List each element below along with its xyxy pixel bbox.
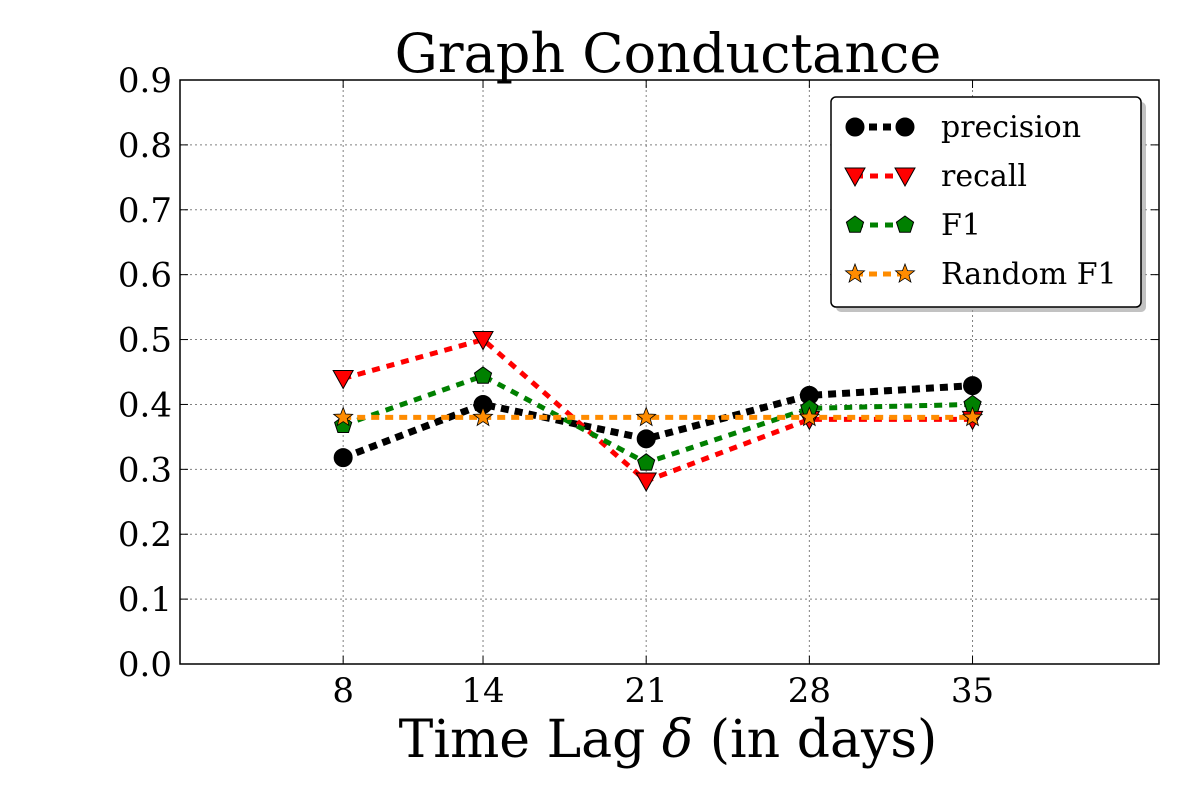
x-tick-label: 28 — [788, 671, 831, 711]
x-tick-label: 21 — [625, 671, 668, 711]
data-point — [473, 366, 493, 384]
y-tick-label: 0.5 — [118, 321, 172, 361]
x-tick-label: 14 — [461, 671, 504, 711]
series-precision — [333, 376, 983, 468]
legend-marker — [895, 215, 915, 233]
plot-frame — [179, 79, 1160, 665]
series-line — [341, 382, 973, 461]
legend-item: Random F1 — [844, 257, 1117, 292]
x-tick-label: 35 — [951, 671, 994, 711]
y-tick-label: 0.8 — [118, 126, 172, 166]
y-tick-label: 0.0 — [118, 645, 172, 685]
plot-series — [332, 331, 984, 493]
legend-marker — [844, 167, 866, 188]
y-tick-label: 0.9 — [118, 61, 172, 101]
x-axis-label-unit: (in days) — [693, 710, 937, 770]
y-tick-label: 0.6 — [118, 256, 172, 296]
data-point — [635, 406, 657, 427]
legend-marker — [894, 167, 916, 188]
chart-title: Graph Conductance — [395, 22, 942, 85]
legend-marker — [844, 262, 866, 284]
data-point — [963, 376, 983, 396]
x-tick-label: 8 — [332, 671, 354, 711]
legend-item: recall — [844, 159, 1027, 194]
legend-label: Random F1 — [941, 257, 1117, 292]
series-recall — [332, 331, 984, 493]
y-tick-label: 0.7 — [118, 191, 172, 231]
data-point — [472, 406, 494, 427]
legend-label: F1 — [941, 208, 981, 243]
legend-marker — [895, 117, 915, 137]
legend-marker — [845, 117, 865, 137]
legend-label: recall — [941, 159, 1027, 194]
legend-item: precision — [845, 110, 1081, 145]
y-tick-label: 0.1 — [118, 580, 172, 620]
legend-item: F1 — [845, 208, 981, 243]
data-point — [637, 453, 656, 471]
x-axis-label-symbol: δ — [662, 710, 693, 770]
series-random-f1 — [332, 406, 984, 427]
legend-label: precision — [941, 110, 1081, 145]
data-point — [472, 331, 494, 351]
y-tick-label: 0.2 — [118, 515, 172, 555]
data-point — [636, 429, 656, 449]
x-axis-label-text: Time Lag — [399, 710, 662, 770]
data-point — [961, 406, 984, 427]
legend-marker — [845, 215, 865, 233]
data-point — [332, 369, 355, 390]
x-axis-label: Time Lag δ (in days) — [399, 710, 938, 770]
y-tick-label: 0.4 — [118, 385, 172, 425]
data-point — [333, 448, 353, 468]
y-tick-label: 0.3 — [118, 450, 172, 490]
data-point — [635, 472, 658, 493]
data-point — [332, 406, 354, 427]
legend: precision recall F1 Random F1 — [830, 96, 1146, 312]
legend-marker — [894, 262, 916, 284]
axes: 0.0 0.1 0.2 0.3 0.4 0.5 0.6 0.7 0.8 0.9 8 14 21 28 35 — [118, 61, 1160, 711]
legend-box — [830, 96, 1142, 308]
data-point — [798, 406, 820, 427]
